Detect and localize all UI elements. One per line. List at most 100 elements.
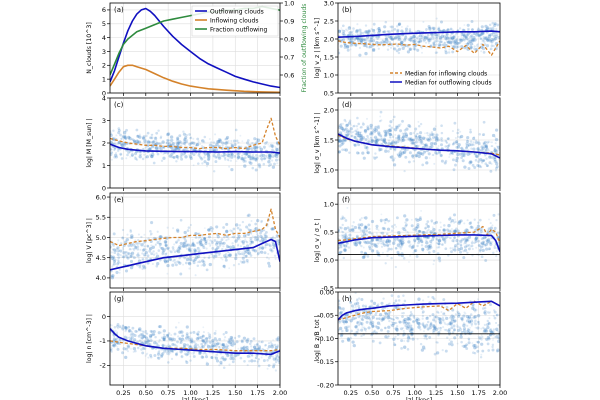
scatter-point [198,240,202,244]
scatter-point [471,39,475,43]
scatter-point [145,155,149,159]
scatter-point [369,130,373,134]
scatter-point [384,141,388,145]
scatter-point [356,324,359,327]
scatter-point [364,286,366,288]
scatter-point [246,214,250,218]
scatter-point [157,340,161,343]
scatter-point [137,252,140,255]
scatter-point [236,152,240,157]
scatter-point [113,336,116,339]
scatter-point [213,337,217,341]
scatter-point [202,331,205,334]
scatter-point [190,337,193,340]
scatter-point [185,353,189,357]
scatter-point [162,338,166,342]
scatter-point [442,44,445,47]
scatter-point [158,325,162,329]
scatter-point [480,342,484,346]
scatter-point [353,136,357,140]
series-line-a-0 [110,7,280,89]
scatter-point [182,141,186,146]
scatter-point [350,40,354,44]
scatter-point [189,136,193,139]
scatter-point [380,245,384,248]
scatter-point [372,139,375,142]
scatter-point [132,347,137,351]
scatter-point [417,132,420,135]
scatter-point [249,157,253,161]
scatter-point [268,145,271,148]
scatter-point [365,30,369,34]
scatter-point [208,335,212,339]
scatter-point [471,226,474,229]
scatter-point [143,334,147,339]
scatter-point [406,316,410,321]
scatter-point [437,327,440,330]
scatter-point [117,259,120,262]
scatter-point [113,149,116,152]
scatter-point [417,137,421,141]
scatter-point [473,152,476,155]
scatter-point [247,213,251,217]
scatter-point [400,40,404,44]
scatter-point [188,262,192,266]
scatter-point [427,41,431,44]
scatter-point [219,360,223,364]
scatter-point [226,254,230,257]
scatter-point [177,321,180,324]
scatter-point [346,206,349,209]
scatter-point [448,330,451,333]
scatter-point [408,137,412,141]
scatter-point [111,248,114,251]
scatter-point [343,244,348,248]
scatter-point [368,140,371,144]
scatter-point [223,266,226,269]
scatter-point [237,334,241,338]
scatter-point [390,323,393,327]
scatter-point [394,299,398,303]
scatter-point [466,152,470,156]
scatter-point [124,254,128,257]
scatter-point [338,139,342,143]
scatter-point [246,261,249,264]
scatter-point [364,43,368,47]
scatter-point [346,337,351,341]
y-tick-label: -0.05 [317,312,334,320]
scatter-point [344,235,348,239]
scatter-point [385,239,388,242]
scatter-point [178,256,181,260]
scatter-point [420,152,423,156]
scatter-point [218,140,221,143]
scatter-point [361,304,365,308]
scatter-point [129,230,133,233]
scatter-point [240,346,243,350]
scatter-point [440,40,443,44]
scatter-point [229,343,233,346]
scatter-point [489,47,493,51]
scatter-point [129,259,134,263]
scatter-point [484,148,488,152]
scatter-point [491,133,496,138]
scatter-point [219,357,222,360]
scatter-point [449,221,453,224]
scatter-point [488,23,492,27]
scatter-point [489,303,492,307]
scatter-point [204,241,208,246]
scatter-point [394,335,397,338]
scatter-point [194,233,197,236]
scatter-point [420,240,424,244]
scatter-point [367,29,371,33]
scatter-point [272,357,276,361]
y-tick-label: -0.10 [317,335,334,343]
scatter-point [445,328,448,332]
scatter-point [249,229,253,232]
scatter-point [435,237,438,241]
scatter-point [360,223,364,227]
scatter-point [136,243,139,246]
scatter-point [466,329,469,333]
scatter-point [462,154,466,158]
scatter-point [243,158,246,162]
scatter-point [340,217,343,221]
